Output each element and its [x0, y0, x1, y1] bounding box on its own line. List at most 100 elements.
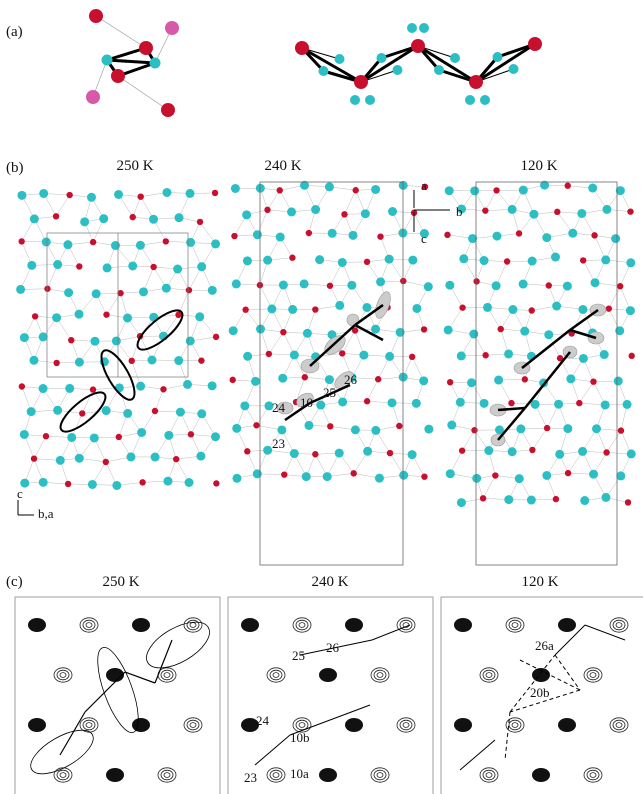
- bond: [133, 197, 141, 217]
- atom: [504, 349, 513, 358]
- atom: [480, 399, 489, 408]
- atom: [467, 378, 476, 387]
- atom: [419, 23, 429, 33]
- atom: [376, 277, 385, 286]
- atom-label: 10: [300, 395, 313, 410]
- density-peak: [319, 668, 337, 682]
- atom: [126, 452, 135, 461]
- bond: [462, 430, 474, 450]
- atom: [554, 400, 563, 409]
- atom: [508, 205, 517, 214]
- panel-label: (a): [6, 24, 23, 40]
- atom: [232, 424, 241, 433]
- atom: [483, 303, 492, 312]
- atom: [482, 207, 488, 213]
- bond: [302, 48, 361, 82]
- bond: [505, 712, 510, 760]
- atom: [527, 496, 536, 505]
- atom: [516, 230, 522, 236]
- atom: [362, 303, 371, 312]
- atom: [408, 256, 417, 265]
- atom: [480, 95, 490, 105]
- contour: [270, 670, 282, 680]
- atom: [244, 448, 250, 454]
- atom: [112, 481, 121, 490]
- contour: [509, 720, 521, 730]
- bond: [255, 735, 290, 765]
- contour: [187, 720, 199, 730]
- atom-label: 26a: [535, 638, 554, 653]
- atom: [27, 261, 36, 270]
- atom: [459, 254, 468, 263]
- atom: [444, 325, 453, 334]
- atom: [139, 41, 153, 55]
- density-peak: [106, 768, 124, 782]
- atom: [136, 241, 145, 250]
- atom: [111, 241, 120, 250]
- contour: [86, 723, 92, 728]
- atom: [185, 189, 194, 198]
- atom: [611, 234, 620, 243]
- column-title: 250 K: [102, 574, 139, 590]
- bond: [485, 190, 496, 210]
- bond: [107, 293, 121, 314]
- bond: [269, 332, 283, 354]
- atom: [150, 264, 156, 270]
- atom: [138, 193, 144, 199]
- contour: [83, 620, 95, 630]
- bond: [344, 190, 355, 214]
- atom: [335, 449, 344, 458]
- atom: [312, 306, 318, 312]
- atom: [89, 9, 103, 23]
- atom: [627, 449, 636, 458]
- atom: [341, 211, 347, 217]
- atom-label: 25: [292, 648, 305, 663]
- atom: [123, 313, 132, 322]
- atom: [614, 377, 623, 386]
- atom-label: 23: [272, 436, 285, 451]
- contour: [161, 770, 173, 780]
- atom: [473, 278, 479, 284]
- contour: [60, 673, 66, 678]
- contour: [187, 620, 199, 630]
- atom: [504, 495, 513, 504]
- atom: [90, 337, 99, 346]
- atom: [412, 304, 421, 313]
- atom: [183, 380, 192, 389]
- atom: [457, 351, 466, 360]
- atom: [196, 452, 205, 461]
- bond: [367, 379, 378, 401]
- density-peak: [532, 768, 550, 782]
- atom: [263, 256, 272, 265]
- atom: [617, 283, 623, 289]
- atom: [176, 408, 185, 417]
- atom: [446, 469, 455, 478]
- atom: [173, 265, 182, 274]
- atom: [213, 334, 219, 340]
- atom: [64, 288, 73, 297]
- atom: [580, 257, 586, 263]
- atom: [447, 379, 453, 385]
- atom: [565, 183, 571, 189]
- axis-label: a: [421, 178, 427, 193]
- atom: [88, 480, 97, 489]
- atom: [213, 480, 219, 486]
- contour: [296, 620, 308, 630]
- atom: [494, 376, 503, 385]
- contour: [403, 723, 409, 728]
- atom: [103, 263, 112, 272]
- bond: [268, 190, 280, 210]
- atom: [231, 184, 240, 193]
- atom: [147, 356, 156, 365]
- contour: [613, 620, 625, 630]
- contour: [190, 723, 196, 728]
- atom: [90, 386, 96, 392]
- atom: [519, 186, 528, 195]
- contour: [483, 770, 495, 780]
- axis-label: c: [421, 231, 427, 246]
- atom: [327, 423, 333, 429]
- atom: [53, 213, 59, 219]
- contour: [60, 773, 66, 778]
- atom: [565, 470, 571, 476]
